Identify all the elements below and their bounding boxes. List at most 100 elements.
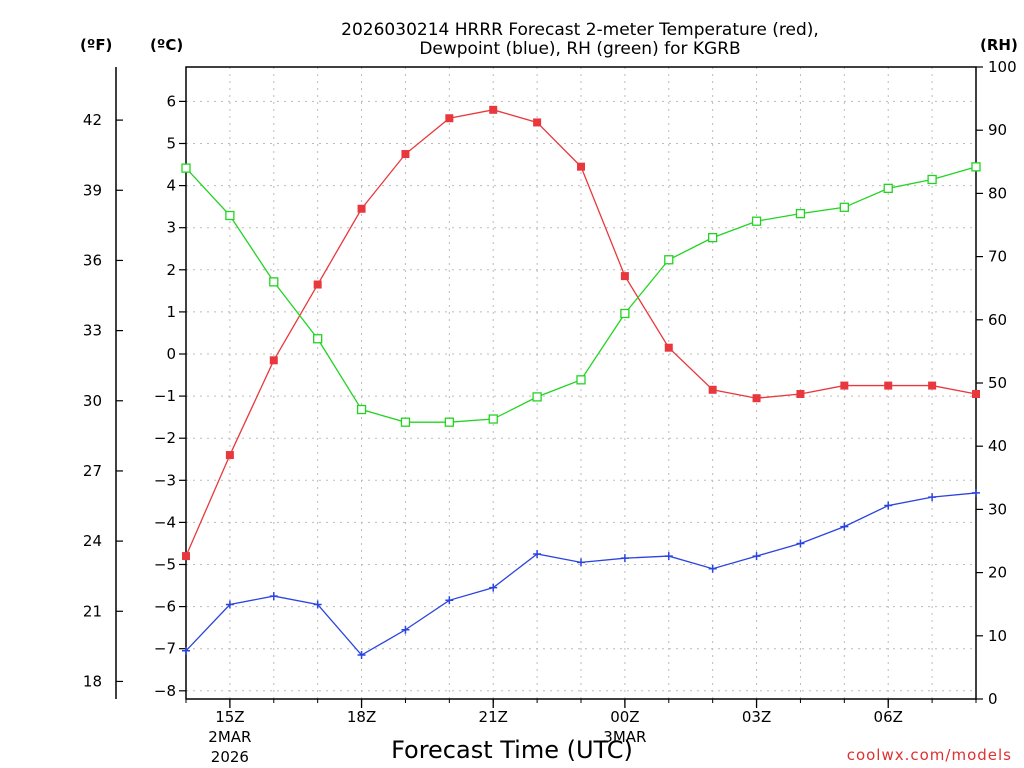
rh-point [532,392,542,402]
rh-tick-label: 40 [988,437,1007,455]
fahrenheit-tick-label: 33 [83,322,102,340]
temperature-point [313,280,322,289]
dewpoint-point [489,583,498,592]
fahrenheit-tick-label: 21 [83,602,102,620]
year-label: 2026 [211,748,249,766]
temperature-point [489,105,498,114]
temperature-point [401,150,410,159]
time-tick-label: 15Z [215,708,244,726]
rh-point [971,162,981,172]
celsius-tick-label: 3 [166,219,176,237]
temperature-point [182,552,190,561]
x-axis-title: Forecast Time (UTC) [391,736,633,764]
rh-point [795,208,806,219]
chart-title-line2: Dewpoint (blue), RH (green) for KGRB [419,39,740,59]
fahrenheit-tick-label: 27 [83,462,102,480]
axes: 6543210−1−2−3−4−5−6−7−842393633302724211… [83,58,1017,766]
temperature-point [664,343,673,352]
fahrenheit-tick-label: 18 [83,672,102,690]
rh-point [313,334,323,344]
fahrenheit-unit-label: (ºF) [80,36,112,54]
dewpoint-point [664,552,673,561]
dewpoint-point [972,488,980,497]
rh-point [444,417,454,427]
rh-point [839,202,849,212]
dewpoint-point [357,651,366,660]
temperature-point [884,381,893,390]
temperature-point [972,389,980,398]
rh-tick-label: 50 [988,374,1007,392]
dewpoint-point [225,600,234,609]
celsius-tick-label: −2 [154,429,176,447]
dewpoint-point [445,596,454,605]
celsius-tick-label: 0 [166,345,176,363]
celsius-tick-label: −4 [154,513,176,531]
time-tick-label: 06Z [874,708,903,726]
fahrenheit-tick-label: 24 [83,532,102,550]
rh-point [488,414,498,424]
rh-point [356,404,367,415]
temperature-point [752,394,761,403]
celsius-tick-label: −5 [154,556,176,574]
temperature-line [185,109,977,557]
rh-tick-label: 30 [988,500,1007,518]
time-tick-label: 18Z [347,708,376,726]
temperature-point [928,381,937,390]
dewpoint-point [182,646,190,655]
fahrenheit-tick-label: 42 [83,111,102,129]
dewpoint-point [884,501,893,510]
data-series [181,105,981,660]
rh-tick-label: 90 [988,121,1007,139]
temperature-point [445,114,454,123]
celsius-tick-label: 2 [166,261,176,279]
celsius-tick-label: −7 [154,640,176,658]
rh-point [620,308,630,319]
rh-tick-label: 100 [988,58,1017,76]
chart-title-line1: 2026030214 HRRR Forecast 2-meter Tempera… [341,20,819,40]
dewpoint-point [313,600,322,609]
rh-point [181,163,191,173]
rh-point [751,216,762,226]
dewpoint-point [796,539,805,548]
dewpoint-point [577,558,585,567]
rh-point [400,417,411,427]
rh-point [269,277,279,287]
dewpoint-point [620,554,629,563]
dewpoint-point [269,592,278,601]
temperature-point [577,162,585,171]
rh-tick-label: 80 [988,184,1007,202]
rh-tick-label: 0 [988,690,998,708]
rh-point [883,183,893,193]
celsius-tick-label: 6 [166,92,176,110]
celsius-tick-label: 4 [166,177,176,195]
rh-tick-label: 10 [988,627,1007,645]
temperature-point [269,356,278,365]
rh-point [708,232,718,243]
celsius-unit-label: (ºC) [150,36,183,54]
time-tick-label: 00Z [610,708,639,726]
dewpoint-point [752,552,761,561]
rh-unit-label: (RH) [980,36,1018,54]
rh-tick-label: 60 [988,311,1007,329]
rh-point [576,375,586,385]
celsius-tick-label: 5 [166,135,176,153]
rh-point [927,174,937,185]
rh-point [225,210,235,221]
dewpoint-point [840,522,849,531]
rh-tick-label: 20 [988,564,1007,582]
dewpoint-point [533,549,542,558]
celsius-tick-label: −3 [154,471,176,489]
temperature-point [796,389,805,398]
temperature-point [533,118,542,127]
temperature-point [840,381,849,390]
temperature-point [708,385,717,394]
dewpoint-line [185,492,977,656]
credit-text: coolwx.com/models [847,746,1012,764]
fahrenheit-tick-label: 36 [83,251,102,269]
dewpoint-point [928,493,937,502]
fahrenheit-tick-label: 30 [83,392,102,410]
celsius-tick-label: −1 [154,387,176,405]
date-label: 2MAR [208,728,251,746]
dewpoint-point [401,625,410,634]
